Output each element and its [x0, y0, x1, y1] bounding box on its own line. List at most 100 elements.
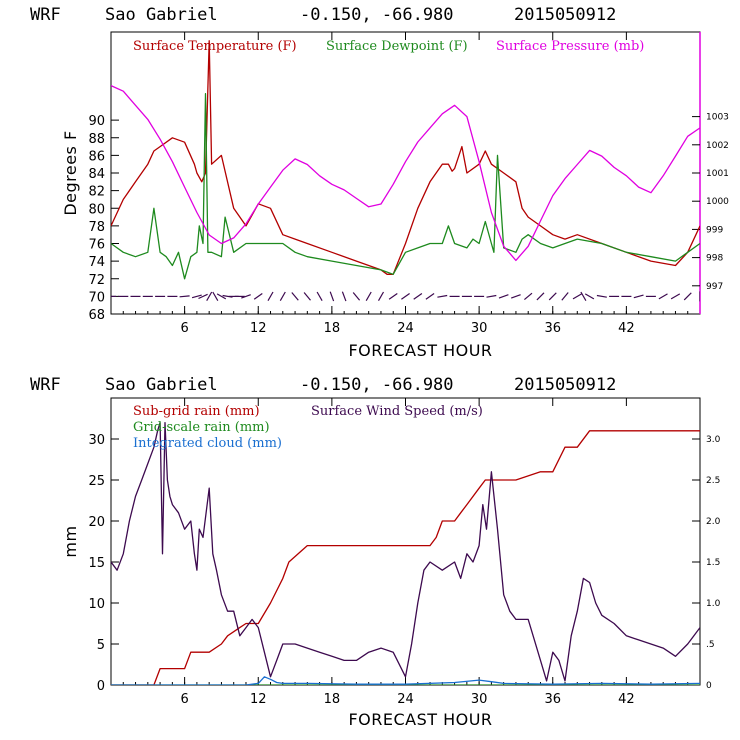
wind-barb — [212, 291, 219, 301]
x-tick-label: 6 — [180, 321, 188, 336]
wind-barb — [241, 294, 251, 299]
header-coords: -0.150, -66.980 — [300, 375, 454, 395]
wind-barb — [584, 293, 595, 300]
y2-tick-label: 1000 — [706, 197, 729, 207]
wind-barb — [216, 293, 227, 300]
wind-barb — [536, 292, 545, 301]
x-tick-label: 12 — [250, 321, 267, 336]
wind-barb — [267, 291, 274, 301]
y-tick-label: 10 — [88, 597, 105, 612]
y-tick-label: 68 — [88, 308, 105, 323]
y-tick-label: 70 — [88, 290, 105, 305]
x-tick-label: 36 — [544, 321, 561, 336]
series-line-sub-grid-rain — [111, 430, 700, 685]
wind-barb — [279, 291, 286, 301]
wind-barb — [413, 293, 423, 300]
wind-barb — [548, 292, 557, 301]
wind-barb — [291, 292, 299, 301]
wind-barb — [524, 292, 533, 301]
wind-barb — [561, 292, 569, 301]
wind-barb — [580, 291, 587, 301]
wind-barb — [425, 293, 435, 300]
wind-barb — [329, 291, 335, 302]
y-tick-label: 84 — [88, 167, 105, 182]
y2-tick-label: 1.0 — [706, 599, 721, 609]
chart-header: WRF Sao Gabriel -0.150, -66.980 2015050912 — [30, 375, 616, 395]
y-axis-label: mm — [61, 525, 80, 557]
y-tick-label: 76 — [88, 238, 105, 253]
y-tick-label: 78 — [88, 220, 105, 235]
series-line-surface-pressure — [111, 85, 700, 262]
wind-barb — [191, 294, 202, 299]
series-line-surface-temperature — [111, 40, 700, 275]
y-tick-label: 90 — [88, 114, 105, 129]
wind-barb — [572, 293, 582, 300]
x-tick-label: 36 — [544, 692, 561, 707]
wind-barb — [658, 293, 668, 300]
wind-barb — [486, 294, 497, 298]
y2-tick-label: 2.5 — [706, 476, 720, 486]
header-model: WRF — [30, 5, 61, 25]
x-axis-label: FORECAST HOUR — [348, 341, 492, 360]
bottom-panel: WRF Sao Gabriel -0.150, -66.980 2015050912 6… — [30, 375, 721, 729]
y2-tick-label: 2.0 — [706, 517, 721, 527]
y2-tick-label: 1003 — [706, 113, 729, 123]
y2-tick-label: 3.0 — [706, 435, 721, 445]
legend-entry-surface-dewpoint: Surface Dewpoint (F) — [326, 39, 468, 54]
header-model: WRF — [30, 375, 61, 395]
legend-entry-surface-temperature: Surface Temperature (F) — [133, 39, 297, 54]
wind-barb — [437, 294, 448, 298]
x-tick-label: 30 — [471, 321, 488, 336]
x-tick-label: 24 — [397, 692, 414, 707]
header-station: Sao Gabriel — [105, 375, 218, 395]
y-tick-label: 25 — [88, 474, 105, 489]
y2-tick-label: 1002 — [706, 141, 729, 151]
x-tick-label: 42 — [618, 692, 635, 707]
wind-barb — [365, 291, 372, 301]
wind-barb — [388, 293, 398, 300]
wind-barb — [341, 291, 347, 302]
wind-barb — [303, 292, 311, 301]
wind-barb — [683, 292, 692, 301]
header-coords: -0.150, -66.980 — [300, 5, 454, 25]
wind-barb — [633, 294, 644, 299]
wind-barb — [253, 293, 263, 300]
legend-entry-grid-scale-rain: Grid-scale rain (mm) — [133, 420, 270, 435]
x-tick-label: 18 — [324, 321, 341, 336]
y-tick-label: 82 — [88, 185, 105, 200]
wind-barb — [179, 295, 190, 298]
y2-tick-label: 1001 — [706, 169, 729, 179]
legend-entry-surface-pressure: Surface Pressure (mb) — [496, 39, 644, 54]
wind-barb — [401, 293, 410, 300]
legend-entry-surface-wind-speed: Surface Wind Speed (m/s) — [311, 404, 483, 419]
series-line-surface-wind-speed — [111, 421, 700, 682]
wind-barb — [596, 294, 607, 298]
x-tick-label: 12 — [250, 692, 267, 707]
y-tick-label: 80 — [88, 202, 105, 217]
y-tick-label: 30 — [88, 433, 105, 448]
y2-tick-label: 997 — [706, 282, 723, 292]
header-station: Sao Gabriel — [105, 5, 218, 25]
series-line-integrated-cloud — [111, 676, 700, 685]
y2-tick-label: 0 — [706, 681, 712, 691]
y-tick-label: 88 — [88, 132, 105, 147]
wind-barb — [206, 291, 213, 301]
plot-frame — [110, 31, 701, 315]
y-tick-label: 20 — [88, 515, 105, 530]
series-line-surface-dewpoint — [111, 93, 700, 280]
y-tick-label: 74 — [88, 255, 105, 270]
y2-tick-label: 999 — [706, 225, 723, 235]
wind-barb — [198, 293, 208, 300]
wind-barb — [352, 292, 361, 301]
legend-entry-sub-grid-rain: Sub-grid rain (mm) — [133, 404, 260, 419]
x-tick-label: 24 — [397, 321, 414, 336]
y-tick-label: 15 — [88, 556, 105, 571]
x-tick-label: 6 — [180, 692, 188, 707]
wind-barb — [498, 294, 509, 299]
wind-barb — [670, 293, 681, 300]
y2-tick-label: .5 — [706, 640, 715, 650]
y-axis-label: Degrees F — [61, 130, 80, 215]
y-tick-label: 86 — [88, 149, 105, 164]
wind-barb — [316, 291, 323, 301]
